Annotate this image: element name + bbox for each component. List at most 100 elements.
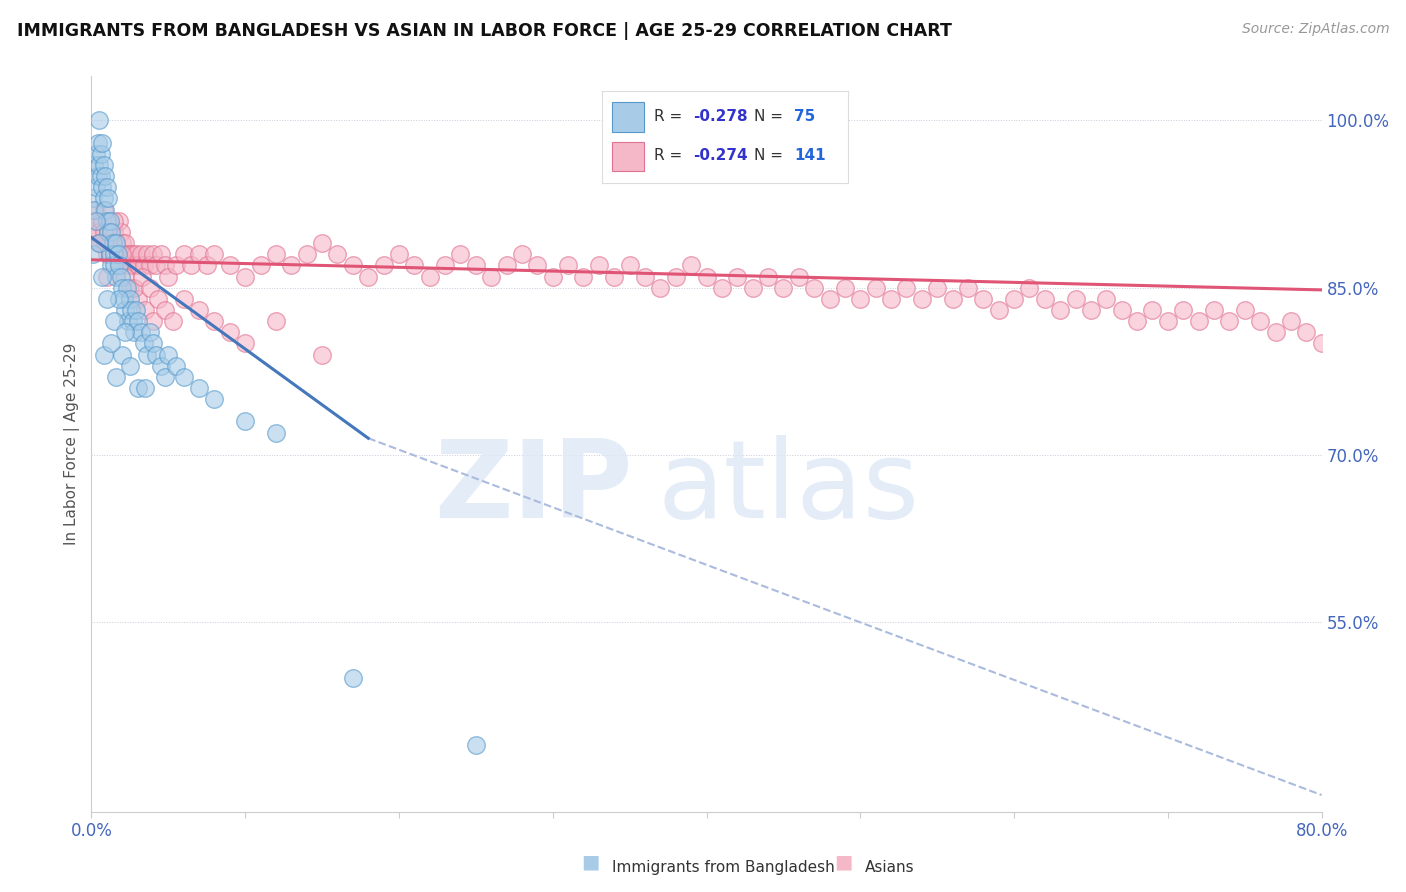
Point	[83, 202, 105, 217]
Point	[342, 258, 364, 272]
Point	[710, 281, 733, 295]
Point	[449, 247, 471, 261]
Point	[202, 392, 225, 406]
Point	[87, 158, 110, 172]
Point	[218, 325, 240, 339]
Point	[110, 225, 132, 239]
Point	[86, 169, 108, 183]
Text: Immigrants from Bangladesh: Immigrants from Bangladesh	[612, 860, 834, 874]
Point	[117, 258, 139, 272]
Point	[1049, 303, 1071, 318]
Point	[1111, 303, 1133, 318]
Point	[87, 235, 110, 250]
Point	[956, 281, 979, 295]
Point	[280, 258, 302, 272]
Point	[1202, 303, 1225, 318]
Point	[1157, 314, 1180, 328]
Point	[1002, 292, 1025, 306]
Point	[1173, 303, 1195, 318]
Point	[162, 314, 184, 328]
Point	[115, 281, 138, 295]
Point	[87, 113, 110, 128]
Point	[84, 202, 107, 217]
Point	[153, 258, 177, 272]
Point	[108, 258, 131, 272]
Point	[114, 325, 136, 339]
Text: ■: ■	[834, 852, 853, 871]
Point	[142, 247, 165, 261]
Point	[111, 247, 134, 261]
Point	[115, 247, 138, 261]
Point	[1187, 314, 1209, 328]
Point	[650, 281, 672, 295]
Point	[129, 247, 152, 261]
Point	[139, 258, 162, 272]
Point	[100, 247, 122, 261]
Point	[927, 281, 949, 295]
Point	[603, 269, 626, 284]
Point	[165, 359, 187, 373]
Point	[105, 235, 127, 250]
Point	[202, 247, 225, 261]
Point	[342, 671, 364, 685]
Point	[91, 180, 114, 194]
Point	[111, 347, 134, 362]
Point	[479, 269, 502, 284]
Point	[124, 325, 146, 339]
Point	[94, 235, 117, 250]
Point	[112, 292, 135, 306]
Point	[129, 325, 152, 339]
Point	[97, 225, 120, 239]
Point	[94, 169, 117, 183]
Point	[233, 269, 256, 284]
Point	[180, 258, 202, 272]
Point	[157, 347, 180, 362]
Point	[127, 314, 149, 328]
Point	[117, 314, 139, 328]
Point	[1264, 325, 1286, 339]
Point	[357, 269, 380, 284]
Point	[987, 303, 1010, 318]
Point	[1064, 292, 1087, 306]
Point	[134, 303, 156, 318]
Point	[90, 235, 112, 250]
Point	[114, 269, 136, 284]
Point	[388, 247, 411, 261]
Point	[588, 258, 610, 272]
Point	[787, 269, 810, 284]
Point	[404, 258, 426, 272]
Point	[1033, 292, 1056, 306]
Point	[131, 269, 153, 284]
Point	[107, 247, 129, 261]
Point	[1249, 314, 1271, 328]
Point	[464, 258, 486, 272]
Point	[1295, 325, 1317, 339]
Point	[83, 225, 105, 239]
Point	[127, 381, 149, 395]
Point	[98, 247, 121, 261]
Point	[557, 258, 579, 272]
Point	[101, 235, 124, 250]
Point	[264, 247, 287, 261]
Point	[419, 269, 441, 284]
Point	[118, 247, 141, 261]
Point	[188, 247, 211, 261]
Point	[188, 303, 211, 318]
Point	[1018, 281, 1040, 295]
Point	[1218, 314, 1240, 328]
Point	[373, 258, 395, 272]
Point	[772, 281, 794, 295]
Point	[96, 269, 118, 284]
Point	[526, 258, 548, 272]
Point	[681, 258, 703, 272]
Point	[91, 269, 114, 284]
Text: ■: ■	[581, 852, 600, 871]
Point	[134, 381, 156, 395]
Point	[91, 213, 114, 227]
Point	[83, 158, 105, 172]
Point	[107, 247, 129, 261]
Point	[249, 258, 271, 272]
Point	[145, 347, 167, 362]
Point	[124, 258, 146, 272]
Point	[849, 292, 872, 306]
